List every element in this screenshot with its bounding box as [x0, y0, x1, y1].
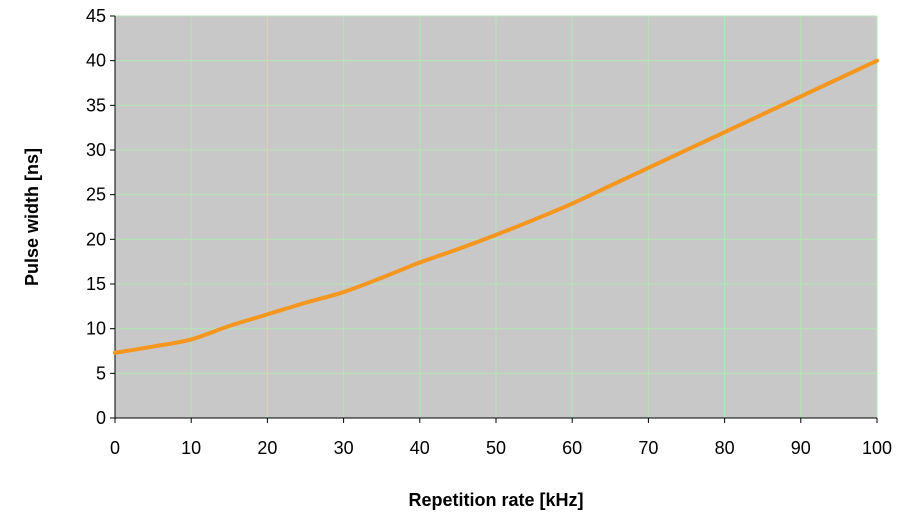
y-axis-title: Pulse width [ns] — [22, 148, 42, 286]
y-tick-label: 5 — [96, 363, 106, 383]
y-tick-label: 40 — [86, 51, 106, 71]
data-point — [685, 148, 689, 152]
data-point — [304, 301, 308, 305]
y-tick-label: 20 — [86, 229, 106, 249]
x-tick-label: 30 — [334, 438, 354, 458]
x-tick-label: 80 — [715, 438, 735, 458]
x-tick-label: 60 — [562, 438, 582, 458]
data-point — [418, 261, 422, 265]
data-point — [646, 166, 650, 170]
data-point — [113, 351, 117, 355]
data-point — [494, 233, 498, 237]
x-tick-label: 40 — [410, 438, 430, 458]
x-tick-label: 100 — [862, 438, 892, 458]
x-tick-label: 20 — [257, 438, 277, 458]
series-layer — [113, 58, 879, 355]
y-tick-label: 45 — [86, 6, 106, 26]
data-point — [532, 218, 536, 222]
y-tick-label: 15 — [86, 274, 106, 294]
data-point — [875, 59, 879, 63]
y-tick-label: 10 — [86, 319, 106, 339]
data-point — [456, 247, 460, 251]
tick-labels: 0 10 20 30 40 50 60 70 80 90 100 0 5 10 15 20 25 30 35 40 45 — [86, 6, 892, 458]
y-tick-label: 0 — [96, 408, 106, 428]
y-tick-label: 35 — [86, 95, 106, 115]
data-point — [723, 130, 727, 134]
data-point — [608, 184, 612, 188]
x-tick-label: 10 — [181, 438, 201, 458]
x-tick-label: 70 — [638, 438, 658, 458]
y-tick-label: 25 — [86, 185, 106, 205]
data-point — [227, 324, 231, 328]
series-line — [113, 58, 879, 355]
data-point — [837, 77, 841, 81]
x-tick-label: 0 — [110, 438, 120, 458]
data-point — [570, 202, 574, 206]
data-point — [265, 312, 269, 316]
data-point — [380, 276, 384, 280]
x-axis-title: Repetition rate [kHz] — [408, 490, 583, 510]
data-point — [761, 112, 765, 116]
x-tick-label: 50 — [486, 438, 506, 458]
data-point — [151, 345, 155, 349]
data-point — [342, 290, 346, 294]
data-point — [799, 94, 803, 98]
gridlines — [115, 15, 878, 418]
y-tick-label: 30 — [86, 140, 106, 160]
x-tick-label: 90 — [791, 438, 811, 458]
data-point — [189, 337, 193, 341]
